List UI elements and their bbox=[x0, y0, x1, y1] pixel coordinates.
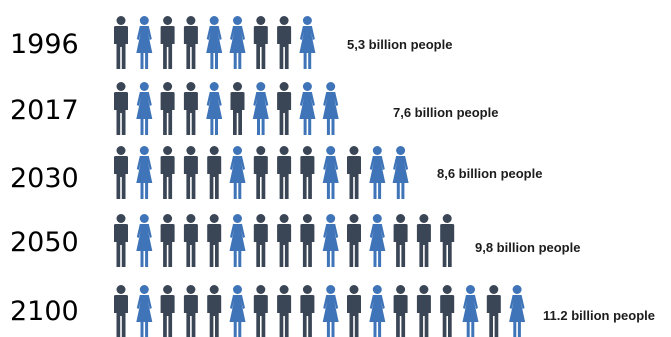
female-person-icon bbox=[136, 16, 153, 69]
year-label-1996: 1996 bbox=[10, 29, 79, 60]
male-person-icon bbox=[277, 16, 292, 69]
male-person-icon bbox=[253, 146, 268, 199]
male-person-icon bbox=[183, 285, 198, 337]
male-person-icon bbox=[416, 214, 431, 267]
male-person-icon bbox=[160, 285, 175, 337]
female-person-icon bbox=[369, 285, 386, 337]
male-person-icon bbox=[114, 146, 128, 199]
female-person-icon bbox=[136, 214, 153, 267]
male-person-icon bbox=[207, 285, 222, 337]
female-person-icon bbox=[462, 285, 479, 337]
female-person-icon bbox=[369, 214, 386, 267]
female-person-icon bbox=[206, 82, 223, 135]
female-person-icon bbox=[509, 285, 526, 337]
male-person-icon bbox=[253, 285, 268, 337]
female-person-icon bbox=[229, 146, 246, 199]
male-person-icon bbox=[207, 146, 222, 199]
female-person-icon bbox=[136, 82, 153, 135]
male-person-icon bbox=[347, 214, 361, 267]
female-person-icon bbox=[322, 82, 339, 135]
male-person-icon bbox=[183, 16, 198, 69]
female-person-icon bbox=[229, 285, 246, 337]
male-person-icon bbox=[277, 214, 292, 267]
male-person-icon bbox=[207, 214, 222, 267]
year-label-2030: 2030 bbox=[10, 163, 79, 194]
female-person-icon bbox=[369, 146, 386, 199]
female-person-icon bbox=[299, 82, 316, 135]
male-person-icon bbox=[486, 285, 501, 337]
male-person-icon bbox=[416, 285, 431, 337]
female-person-icon bbox=[392, 146, 409, 199]
male-person-icon bbox=[160, 146, 175, 199]
female-person-icon bbox=[252, 82, 269, 135]
male-person-icon bbox=[183, 82, 198, 135]
value-label-1996: 5,3 billion people bbox=[347, 37, 453, 52]
female-person-icon bbox=[229, 214, 246, 267]
male-person-icon bbox=[114, 82, 128, 135]
male-person-icon bbox=[347, 285, 361, 337]
male-person-icon bbox=[347, 146, 361, 199]
male-person-icon bbox=[440, 214, 455, 267]
value-label-2030: 8,6 billion people bbox=[437, 166, 543, 181]
male-person-icon bbox=[160, 82, 175, 135]
female-person-icon bbox=[322, 214, 339, 267]
male-person-icon bbox=[277, 285, 292, 337]
male-person-icon bbox=[183, 146, 198, 199]
male-person-icon bbox=[300, 214, 315, 267]
female-person-icon bbox=[136, 146, 153, 199]
male-person-icon bbox=[277, 82, 292, 135]
male-person-icon bbox=[114, 214, 128, 267]
female-person-icon bbox=[322, 146, 339, 199]
female-person-icon bbox=[206, 16, 223, 69]
female-person-icon bbox=[299, 16, 316, 69]
value-label-2050: 9,8 billion people bbox=[475, 240, 581, 255]
male-person-icon bbox=[300, 285, 315, 337]
value-label-2100: 11.2 billion people bbox=[543, 308, 655, 323]
female-person-icon bbox=[136, 285, 153, 337]
female-person-icon bbox=[322, 285, 339, 337]
male-person-icon bbox=[277, 146, 292, 199]
male-person-icon bbox=[114, 285, 128, 337]
year-label-2100: 2100 bbox=[10, 296, 79, 327]
male-person-icon bbox=[393, 214, 408, 267]
female-person-icon bbox=[229, 16, 246, 69]
male-person-icon bbox=[393, 285, 408, 337]
male-person-icon bbox=[160, 16, 175, 69]
male-person-icon bbox=[253, 214, 268, 267]
male-person-icon bbox=[300, 146, 315, 199]
male-person-icon bbox=[230, 82, 245, 135]
male-person-icon bbox=[183, 214, 198, 267]
male-person-icon bbox=[160, 214, 175, 267]
male-person-icon bbox=[253, 16, 268, 69]
male-person-icon bbox=[440, 285, 455, 337]
male-person-icon bbox=[114, 16, 128, 69]
year-label-2017: 2017 bbox=[10, 95, 79, 126]
value-label-2017: 7,6 billion people bbox=[393, 105, 499, 120]
year-label-2050: 2050 bbox=[10, 227, 79, 258]
